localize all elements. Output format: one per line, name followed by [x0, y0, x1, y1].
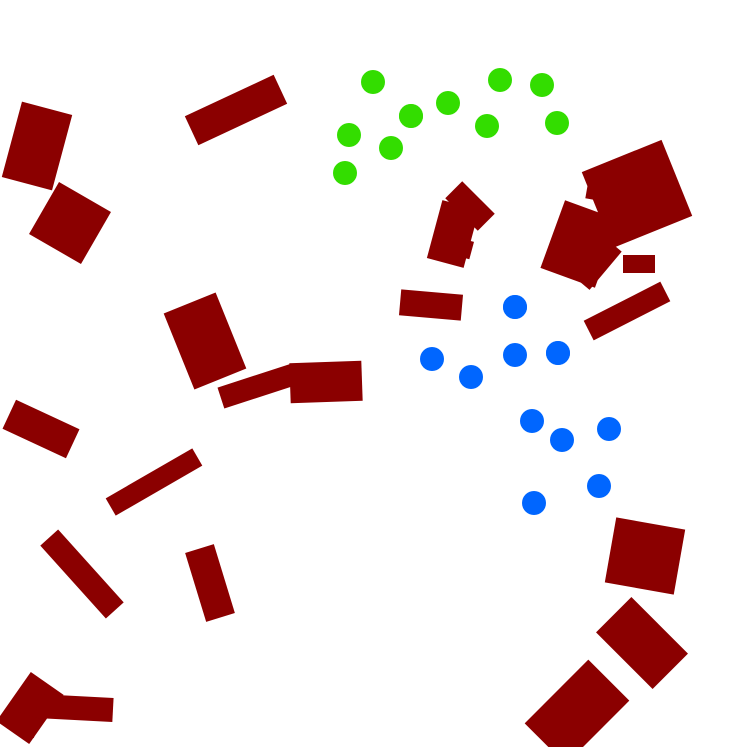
red-block	[29, 182, 111, 264]
red-block	[185, 544, 235, 622]
red-block	[7, 709, 41, 739]
green-dot	[379, 136, 403, 160]
blue-dot	[522, 491, 546, 515]
green-dot	[545, 111, 569, 135]
red-block	[1, 101, 73, 191]
green-dot	[530, 73, 554, 97]
red-block	[289, 360, 363, 404]
red-block	[40, 529, 124, 619]
blue-dot	[420, 347, 444, 371]
red-block	[585, 176, 619, 204]
green-dot	[475, 114, 499, 138]
blue-dot	[503, 343, 527, 367]
red-block	[583, 281, 671, 341]
green-dot	[436, 91, 460, 115]
blue-dot	[587, 474, 611, 498]
red-block	[217, 363, 299, 409]
red-block	[596, 597, 688, 689]
red-blocks-group	[0, 74, 693, 747]
green-dot	[361, 70, 385, 94]
green-dots-group	[333, 68, 569, 185]
red-block	[524, 659, 630, 747]
red-block	[445, 181, 495, 231]
red-block	[604, 517, 686, 595]
green-dot	[399, 104, 423, 128]
red-block	[2, 399, 80, 459]
green-dot	[333, 161, 357, 185]
green-dot	[488, 68, 512, 92]
blue-dot	[546, 341, 570, 365]
red-block	[163, 292, 247, 390]
red-block	[105, 448, 203, 516]
blue-dot	[520, 409, 544, 433]
red-block	[184, 74, 288, 146]
blue-dot	[550, 428, 574, 452]
blue-dot	[597, 417, 621, 441]
red-block	[554, 222, 622, 290]
red-block	[450, 236, 474, 260]
green-dot	[337, 123, 361, 147]
red-block	[398, 289, 464, 321]
red-block	[36, 694, 114, 722]
blue-dots-group	[420, 295, 621, 515]
blue-dot	[459, 365, 483, 389]
red-block	[320, 364, 340, 376]
red-block	[623, 255, 655, 273]
blue-dot	[503, 295, 527, 319]
